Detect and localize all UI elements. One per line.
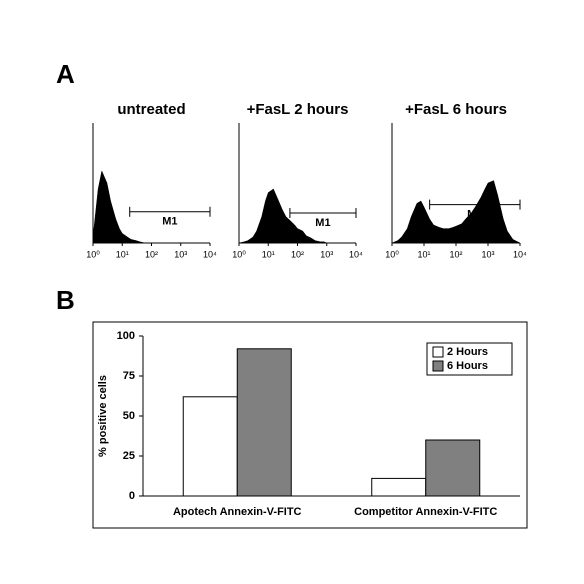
bar [371,477,427,497]
gate-label: M1 [162,216,177,228]
x-tick-label: 10² [291,249,304,259]
histogram-area [238,188,356,244]
chart-title: +FasL 6 hours [405,101,507,118]
bar [425,439,481,497]
histogram-area [391,180,521,244]
bar [236,348,292,497]
y-axis-label: % positive cells [97,375,109,457]
x-tick-label: 10³ [174,249,187,259]
bar [182,396,238,497]
y-tick-label: 0 [129,490,135,502]
panel-label: B [56,285,75,315]
x-tick-label: 10⁰ [385,249,399,259]
x-tick-label: 10¹ [262,249,275,259]
y-tick-label: 100 [117,330,135,342]
x-tick-label: 10³ [481,249,494,259]
x-tick-label: 10¹ [417,249,430,259]
x-tick-label: 10⁰ [232,249,246,259]
x-tick-label: Competitor Annexin-V-FITC [354,506,497,518]
x-tick-label: 10² [145,249,158,259]
panel-frame [92,321,528,529]
x-tick-label: 10¹ [116,249,129,259]
x-tick-label: 10⁴ [349,249,363,259]
x-tick-label: 10⁴ [513,249,527,259]
legend-label: 6 Hours [447,360,488,372]
x-tick-label: 10⁰ [86,249,100,259]
y-tick-label: 50 [123,410,135,422]
chart-title: +FasL 2 hours [247,101,349,118]
legend-swatch [432,360,444,372]
x-tick-label: 10³ [320,249,333,259]
x-tick-label: 10⁴ [203,249,217,259]
legend-swatch [432,346,444,358]
gate-label: M1 [315,217,330,229]
histogram-area [92,170,210,244]
panel-label: A [56,59,75,89]
y-tick-label: 25 [123,450,135,462]
x-tick-label: Apotech Annexin-V-FITC [173,506,302,518]
x-tick-label: 10² [449,249,462,259]
gate-label: M1 [467,209,482,221]
chart-title: untreated [117,101,185,118]
legend-label: 2 Hours [447,346,488,358]
y-tick-label: 75 [123,370,135,382]
